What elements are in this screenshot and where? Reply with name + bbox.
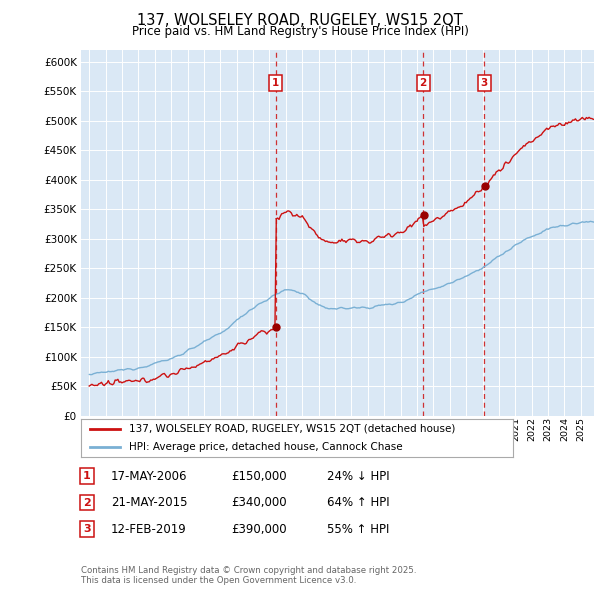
Text: 1: 1 [272,78,279,87]
Text: 137, WOLSELEY ROAD, RUGELEY, WS15 2QT (detached house): 137, WOLSELEY ROAD, RUGELEY, WS15 2QT (d… [128,424,455,434]
Text: 2: 2 [83,498,91,507]
Text: 3: 3 [83,525,91,534]
Text: Price paid vs. HM Land Registry's House Price Index (HPI): Price paid vs. HM Land Registry's House … [131,25,469,38]
Text: HPI: Average price, detached house, Cannock Chase: HPI: Average price, detached house, Cann… [128,442,402,453]
Text: 12-FEB-2019: 12-FEB-2019 [111,523,187,536]
Text: £150,000: £150,000 [231,470,287,483]
Text: 24% ↓ HPI: 24% ↓ HPI [327,470,389,483]
Text: 21-MAY-2015: 21-MAY-2015 [111,496,187,509]
Text: Contains HM Land Registry data © Crown copyright and database right 2025.
This d: Contains HM Land Registry data © Crown c… [81,566,416,585]
Text: 1: 1 [83,471,91,481]
Text: £340,000: £340,000 [231,496,287,509]
Text: 3: 3 [481,78,488,87]
Text: 17-MAY-2006: 17-MAY-2006 [111,470,187,483]
Text: 2: 2 [419,78,427,87]
Text: £390,000: £390,000 [231,523,287,536]
Text: 55% ↑ HPI: 55% ↑ HPI [327,523,389,536]
Text: 137, WOLSELEY ROAD, RUGELEY, WS15 2QT: 137, WOLSELEY ROAD, RUGELEY, WS15 2QT [137,13,463,28]
Text: 64% ↑ HPI: 64% ↑ HPI [327,496,389,509]
